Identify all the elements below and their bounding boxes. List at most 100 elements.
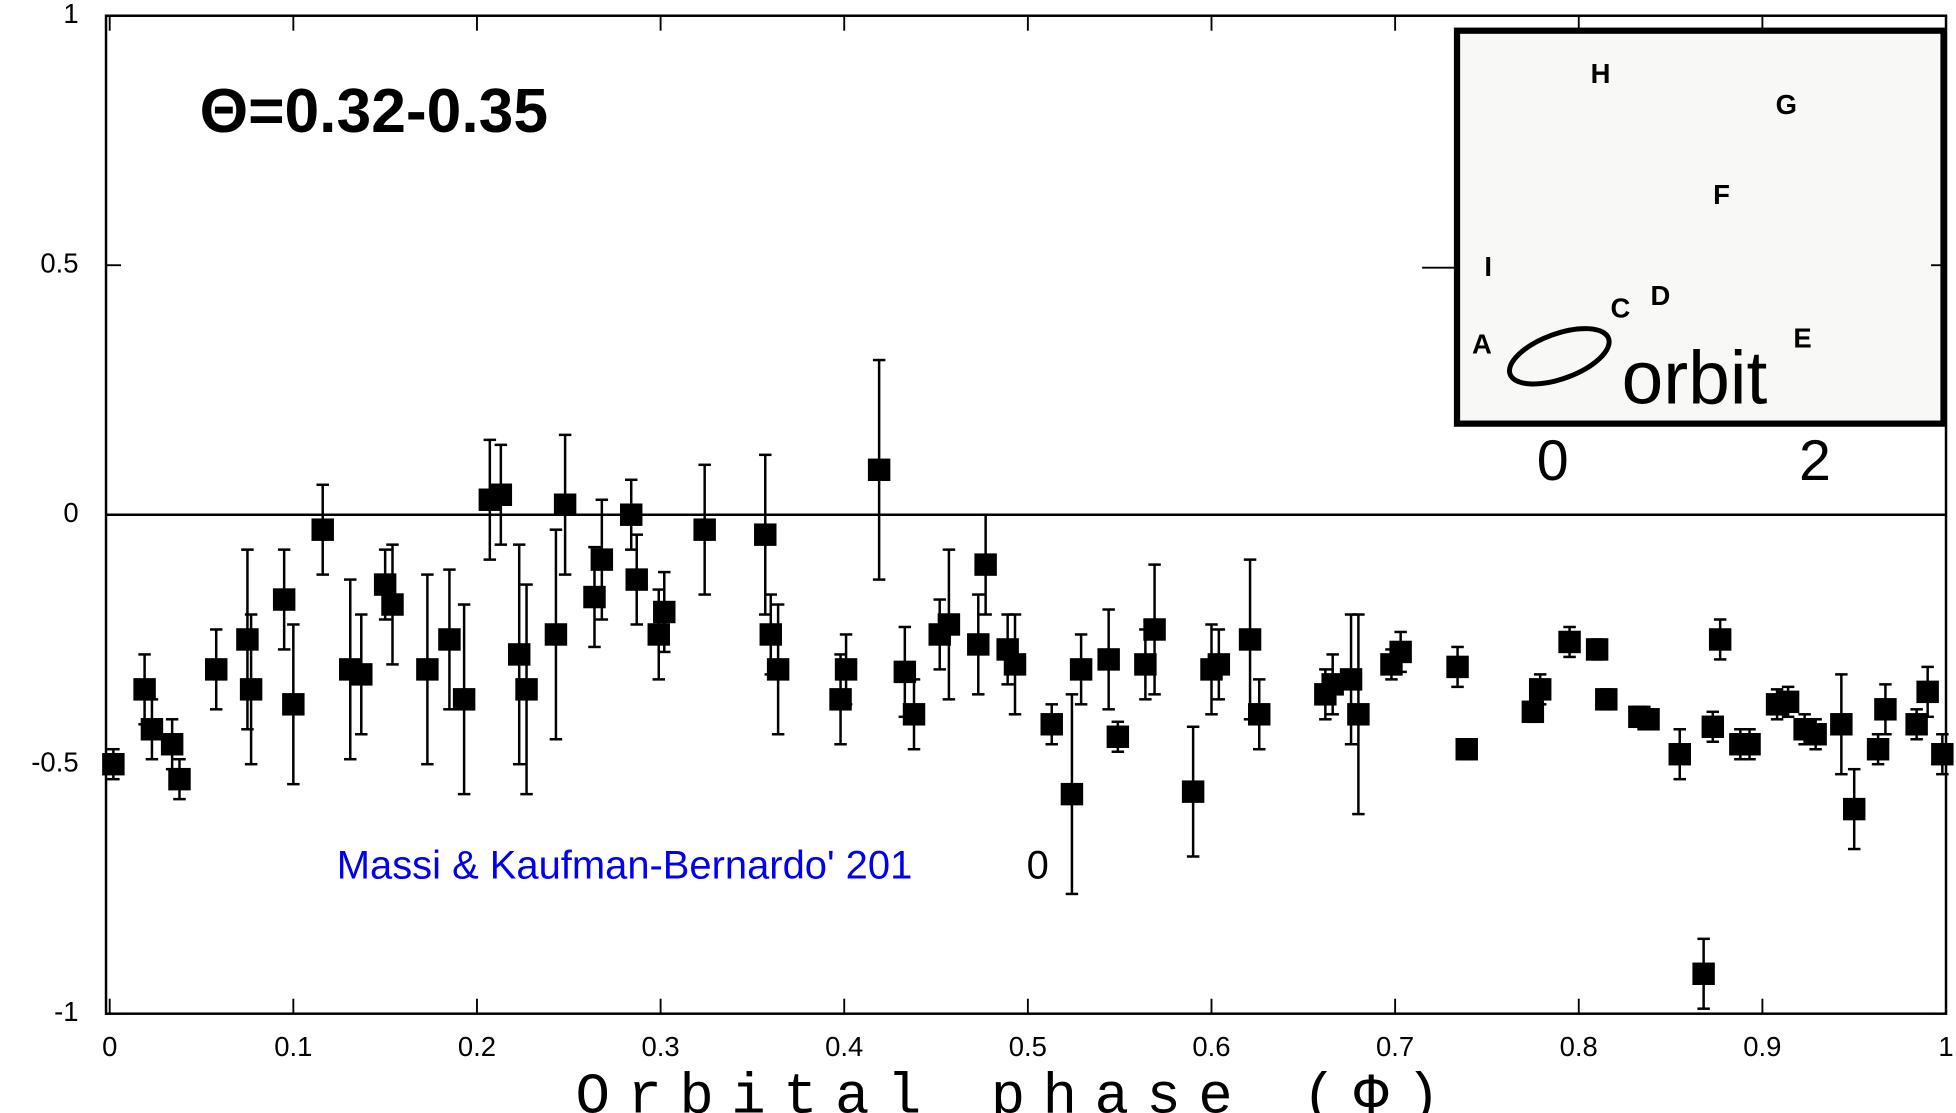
data-point <box>1060 782 1084 806</box>
data-point <box>1106 725 1130 748</box>
data-point <box>544 623 568 646</box>
annotation: Θ=0.32-0.35 <box>200 77 548 146</box>
annotation: 0 <box>1027 843 1049 887</box>
y-tick-label: 0 <box>63 497 78 528</box>
data-point <box>619 503 643 526</box>
data-point <box>1866 738 1890 761</box>
inset-label: H <box>1591 58 1611 89</box>
data-point <box>1181 780 1205 803</box>
x-tick-label: 0.7 <box>1376 1031 1414 1062</box>
x-tick-label: 0.3 <box>642 1031 680 1062</box>
data-point <box>416 658 439 681</box>
data-point <box>1238 628 1262 651</box>
x-tick-label: 0.4 <box>825 1031 863 1062</box>
data-point <box>1874 698 1897 721</box>
inset-label: F <box>1713 179 1730 210</box>
data-point <box>1143 618 1166 641</box>
inset-tick-label: 0 <box>1537 429 1569 493</box>
annotation: Massi & Kaufman-Bernardo' 201 <box>337 843 912 887</box>
data-point <box>766 658 790 681</box>
data-point <box>452 688 476 711</box>
inset-label: C <box>1611 292 1631 323</box>
data-point <box>693 518 716 541</box>
inset <box>1422 27 1947 427</box>
data-point <box>1558 630 1581 654</box>
data-point <box>239 678 263 701</box>
inset-text: orbit <box>1622 335 1768 419</box>
data-point <box>102 752 125 776</box>
x-tick-label: 0.2 <box>458 1031 496 1062</box>
data-point <box>1905 713 1928 736</box>
data-point <box>625 568 648 591</box>
data-point <box>489 483 513 506</box>
x-axis-label: Orbital phase (Φ) <box>576 1065 1458 1113</box>
data-point <box>759 623 783 646</box>
data-point <box>204 658 228 681</box>
data-point <box>438 628 461 651</box>
data-point <box>1637 708 1660 731</box>
data-point <box>1804 723 1827 746</box>
data-point <box>515 678 538 701</box>
data-point <box>1830 713 1853 736</box>
data-point <box>507 643 531 666</box>
data-point <box>590 548 614 571</box>
data-point <box>1321 673 1344 696</box>
data-point <box>1776 690 1800 714</box>
data-point <box>937 613 961 636</box>
x-tick-label: 0.8 <box>1560 1031 1598 1062</box>
data-point <box>1708 628 1732 651</box>
data-point <box>373 573 397 596</box>
data-point <box>1134 653 1157 676</box>
data-point <box>1389 640 1412 664</box>
data-point <box>350 663 373 686</box>
inset-label: A <box>1472 329 1492 360</box>
data-point <box>1692 962 1715 985</box>
data-point <box>1668 742 1691 766</box>
data-point <box>1347 703 1370 726</box>
inset-label: E <box>1793 322 1811 353</box>
data-point <box>653 600 676 624</box>
data-point <box>1040 713 1063 736</box>
data-point <box>236 628 259 651</box>
data-point <box>754 523 777 546</box>
x-tick-label: 0.5 <box>1009 1031 1047 1062</box>
inset-label: I <box>1484 251 1492 282</box>
orbit-ellipse <box>1506 326 1612 387</box>
x-tick-label: 0.9 <box>1743 1031 1781 1062</box>
inset-frame <box>1453 27 1947 427</box>
inset-label: G <box>1776 89 1797 120</box>
y-tick-label: -0.5 <box>31 746 78 777</box>
data-point <box>1528 678 1552 701</box>
data-point <box>1097 648 1120 671</box>
data-point <box>974 553 997 576</box>
data-point <box>1931 742 1954 766</box>
x-tick-label: 0 <box>102 1031 117 1062</box>
data-point <box>1069 658 1093 681</box>
data-point <box>834 658 858 681</box>
data-point <box>867 458 891 482</box>
inset-label: D <box>1650 280 1670 311</box>
data-point <box>1585 638 1609 661</box>
data-point <box>647 623 670 646</box>
data-point <box>1916 680 1939 704</box>
data-point <box>381 593 404 616</box>
data-point <box>1339 668 1363 691</box>
data-point <box>168 767 191 791</box>
data-point <box>282 693 305 716</box>
data-point <box>1842 797 1866 821</box>
data-point <box>1207 653 1231 676</box>
data-point <box>1248 703 1271 726</box>
data-point <box>1446 655 1469 679</box>
x-tick-label: 0.6 <box>1192 1031 1230 1062</box>
data-point <box>583 585 606 609</box>
data-point <box>553 493 577 516</box>
data-point <box>1521 700 1545 724</box>
x-tick-label: 0.1 <box>274 1031 312 1062</box>
data-point <box>133 678 156 701</box>
data-point <box>829 688 852 711</box>
y-tick-label: 0.5 <box>40 247 78 278</box>
inset-tick-label: 2 <box>1799 429 1831 493</box>
data-point <box>1595 688 1618 711</box>
